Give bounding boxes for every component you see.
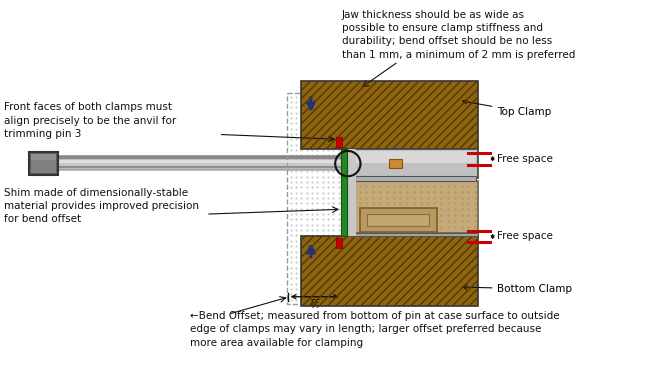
Bar (348, 149, 478, 178)
Bar (301, 237, 478, 307)
Bar (301, 81, 478, 149)
Bar (29, 152, 58, 175)
Bar (336, 238, 342, 248)
Text: Free space: Free space (497, 154, 553, 164)
Text: ←Bend Offset; measured from bottom of pin at case surface to outside
edge of cla: ←Bend Offset; measured from bottom of pi… (190, 311, 560, 348)
Text: Free space: Free space (497, 231, 553, 241)
Bar (31, 154, 57, 173)
Bar (389, 159, 402, 169)
Bar (287, 93, 345, 304)
Bar (350, 151, 476, 163)
Bar (348, 233, 478, 237)
Bar (301, 81, 478, 149)
Text: Front faces of both clamps must
align precisely to be the anvil for
trimming pin: Front faces of both clamps must align pr… (4, 102, 176, 139)
Text: ξξ: ξξ (309, 299, 320, 308)
Bar (341, 149, 347, 237)
Text: Shim made of dimensionally-stable
material provides improved precision
for bend : Shim made of dimensionally-stable materi… (4, 188, 199, 224)
Bar (301, 237, 478, 307)
Bar (359, 208, 437, 231)
Bar (336, 137, 342, 147)
Bar (31, 154, 57, 160)
Bar (367, 214, 430, 226)
Text: Top Clamp: Top Clamp (463, 100, 552, 117)
Text: Jaw thickness should be as wide as
possible to ensure clamp stiffness and
durabi: Jaw thickness should be as wide as possi… (342, 10, 575, 60)
Bar (350, 176, 476, 181)
Bar (348, 149, 356, 237)
Text: Bottom Clamp: Bottom Clamp (463, 284, 573, 294)
Bar (348, 181, 478, 233)
